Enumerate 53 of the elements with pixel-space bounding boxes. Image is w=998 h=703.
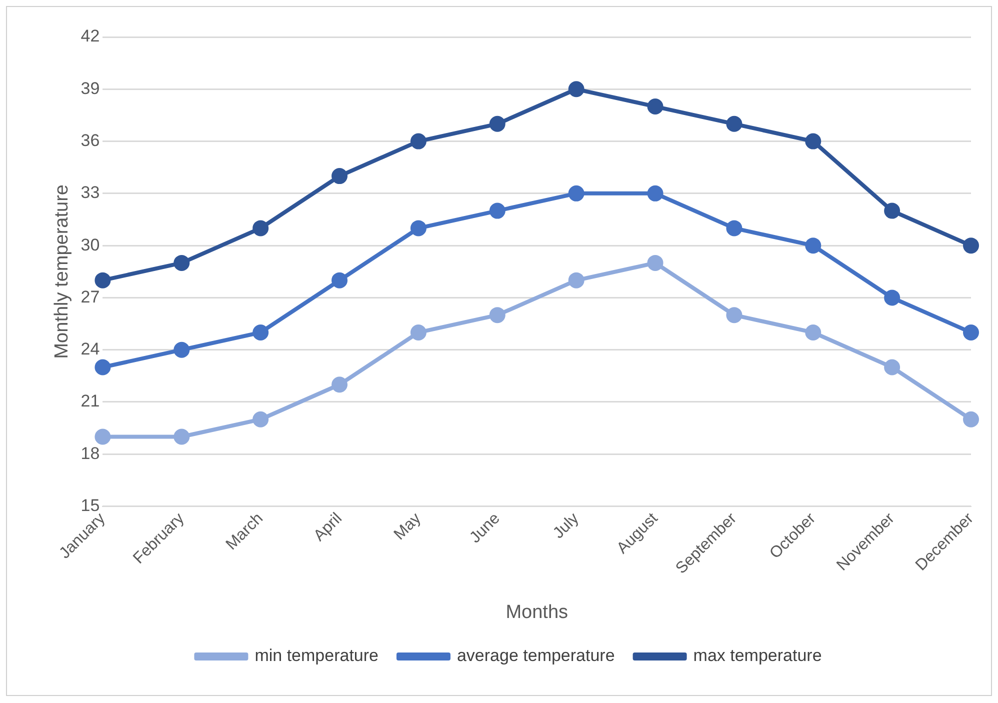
point (805, 238, 822, 254)
point (489, 116, 506, 132)
y-tick-label: 24 (80, 340, 100, 359)
point (332, 376, 348, 393)
point (568, 81, 584, 98)
point (726, 220, 742, 236)
point (963, 411, 979, 428)
legend-label: average temperature (456, 646, 615, 666)
y-tick-label: 33 (80, 183, 100, 202)
point (805, 324, 822, 340)
point (568, 185, 584, 202)
point (647, 98, 664, 115)
point (963, 238, 979, 254)
point (647, 185, 664, 202)
point (94, 428, 111, 445)
point (332, 272, 348, 288)
point (963, 324, 979, 340)
y-tick-label: 30 (80, 235, 100, 254)
y-tick-label: 39 (80, 78, 100, 98)
y-tick-label: 18 (80, 444, 100, 463)
point (174, 342, 190, 358)
point (410, 220, 426, 236)
point (252, 324, 269, 340)
point (489, 307, 506, 324)
point (805, 133, 822, 150)
legend-label: max temperature (693, 646, 822, 666)
point (410, 133, 426, 150)
point (252, 411, 269, 428)
y-axis-title: Monthly temperature (52, 184, 73, 359)
legend-label: min temperature (254, 646, 378, 666)
point (647, 254, 664, 271)
point (252, 220, 269, 236)
point (94, 359, 111, 376)
y-tick-label: 21 (80, 392, 100, 411)
y-tick-label: 36 (80, 130, 100, 150)
x-tick-label: July (550, 510, 582, 542)
y-tick-label: 27 (80, 287, 100, 306)
point (174, 254, 190, 271)
point (332, 168, 348, 184)
point (489, 202, 506, 219)
point (410, 324, 426, 340)
y-tick-label: 42 (80, 26, 100, 46)
point (174, 428, 190, 445)
point (726, 116, 742, 132)
point (726, 307, 742, 324)
y-tick-label: 15 (80, 496, 100, 515)
x-tick-label: May (390, 510, 424, 544)
point (884, 359, 900, 376)
point (884, 290, 900, 306)
point (94, 272, 111, 288)
point (568, 272, 584, 288)
x-axis-title: Months (506, 602, 568, 623)
point (884, 202, 900, 219)
